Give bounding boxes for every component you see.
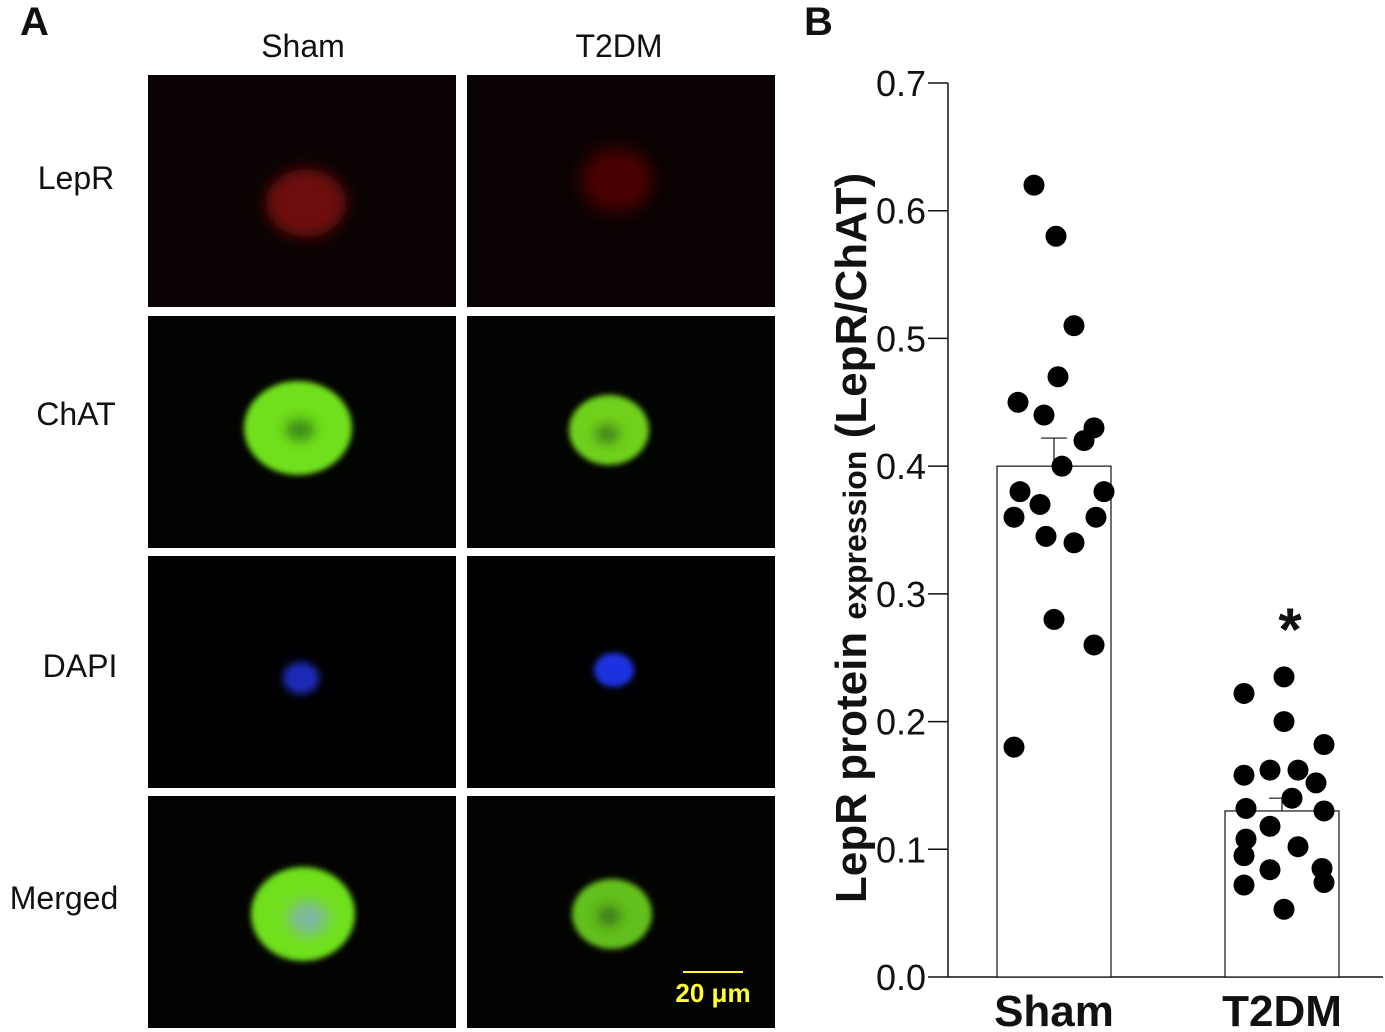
data-point xyxy=(1023,174,1045,196)
y-tick-label: 0.0 xyxy=(876,957,926,998)
data-point xyxy=(1287,759,1309,781)
data-point xyxy=(1273,898,1295,920)
row-label-merged: Merged xyxy=(9,880,119,916)
row-label-lepr: LepR xyxy=(37,160,115,196)
scale-bar-label: 20 μm xyxy=(675,978,751,1008)
data-point xyxy=(1063,532,1085,554)
data-point xyxy=(1083,634,1105,656)
data-point xyxy=(1235,828,1257,850)
data-point xyxy=(1045,225,1067,247)
data-point xyxy=(1085,506,1107,528)
y-tick-label: 0.7 xyxy=(876,63,926,104)
data-point xyxy=(1093,481,1115,503)
data-point xyxy=(1035,525,1057,547)
data-point xyxy=(1233,764,1255,786)
data-point xyxy=(1063,315,1085,337)
y-tick-label: 0.4 xyxy=(876,446,926,487)
data-point xyxy=(1259,759,1281,781)
data-point xyxy=(1235,797,1257,819)
micrograph-sham-merged xyxy=(148,796,456,1028)
data-point xyxy=(1313,871,1335,893)
column-label-sham: Sham xyxy=(261,28,345,64)
y-tick-label: 0.6 xyxy=(876,191,926,232)
column-label-t2dm: T2DM xyxy=(575,28,663,64)
data-point xyxy=(1003,506,1025,528)
data-point xyxy=(1007,391,1029,413)
y-axis-label: LepR protein expression (LepR/ChAT) xyxy=(827,173,876,903)
data-point xyxy=(1233,874,1255,896)
row-label-chat: ChAT xyxy=(36,396,116,432)
data-point xyxy=(1313,800,1335,822)
data-point xyxy=(1033,404,1055,426)
y-tick-label: 0.1 xyxy=(876,829,926,870)
x-tick-label: T2DM xyxy=(1222,987,1342,1032)
data-point xyxy=(1009,481,1031,503)
data-point xyxy=(1287,836,1309,858)
bar-sham xyxy=(996,465,1112,978)
micrograph-t2dm-chat xyxy=(467,316,775,548)
y-tick-label: 0.3 xyxy=(876,574,926,615)
row-label-dapi: DAPI xyxy=(42,648,118,684)
data-point xyxy=(1051,455,1073,477)
panel-a-letter: A xyxy=(20,0,49,44)
data-point xyxy=(1029,493,1051,515)
data-point xyxy=(1233,682,1255,704)
x-tick-label: Sham xyxy=(994,987,1114,1032)
micrograph-sham-chat xyxy=(148,316,456,548)
data-point xyxy=(1259,859,1281,881)
data-point xyxy=(1003,736,1025,758)
data-point xyxy=(1043,608,1065,630)
y-tick-label: 0.2 xyxy=(876,702,926,743)
data-point xyxy=(1273,711,1295,733)
bar-chart: 0.0 0.1 0.2 0.3 0.4 0.5 0.6 0.7 Sham T2DM * LepR pr… xyxy=(827,63,1383,1032)
panel-b-letter: B xyxy=(804,0,833,44)
micrograph-sham-lepr xyxy=(148,75,456,307)
data-point xyxy=(1281,787,1303,809)
data-point xyxy=(1305,772,1327,794)
data-point xyxy=(1233,845,1255,867)
data-point xyxy=(1047,366,1069,388)
data-point xyxy=(1073,430,1095,452)
y-tick-label: 0.5 xyxy=(876,318,926,359)
data-point xyxy=(1259,815,1281,837)
micrograph-sham-dapi xyxy=(148,556,456,788)
significance-asterisk: * xyxy=(1278,596,1302,663)
micrograph-t2dm-lepr xyxy=(467,75,775,307)
micrograph-t2dm-dapi xyxy=(467,556,775,788)
micrograph-t2dm-merged: 20 μm xyxy=(467,796,775,1028)
data-point xyxy=(1273,666,1295,688)
data-point xyxy=(1313,734,1335,756)
